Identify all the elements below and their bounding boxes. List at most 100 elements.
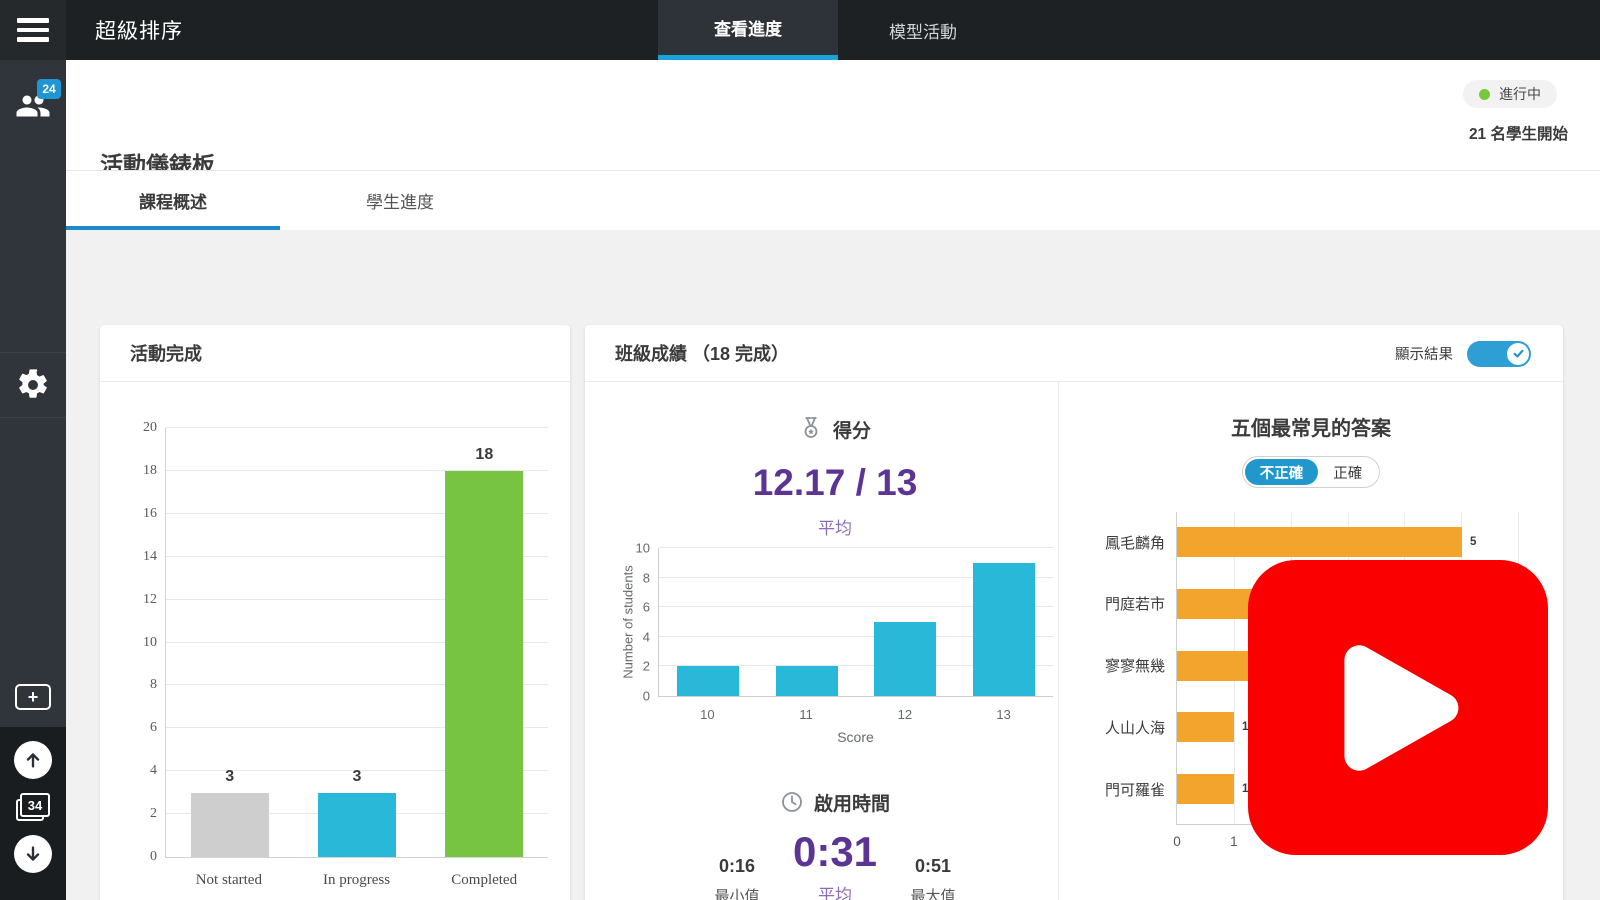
y-tick-label: 18 xyxy=(143,462,157,478)
add-section: + xyxy=(0,684,66,710)
chart-x-labels: Not started In progress Completed xyxy=(165,872,548,889)
time-heading: 啟用時間 xyxy=(640,789,1030,815)
answer-category-label: 門庭若市 xyxy=(1104,596,1165,614)
activity-title: 超級排序 xyxy=(95,20,183,43)
gear-icon xyxy=(16,368,50,402)
bars-group: 鳳毛麟角5門庭若市2寥寥無幾人山人海1門可羅雀1 xyxy=(1105,527,1578,804)
topbar-tab-view-progress[interactable]: 查看進度 xyxy=(658,0,838,60)
y-tick-label: 8 xyxy=(150,677,157,693)
y-tick-label: 6 xyxy=(642,599,650,615)
plus-icon: + xyxy=(27,687,39,707)
y-tick-label: 2 xyxy=(150,806,157,822)
video-play-overlay[interactable] xyxy=(1248,560,1548,855)
x-category-label: 13 xyxy=(996,707,1011,722)
slide-counter-button[interactable]: 34 xyxy=(16,793,50,821)
bars-group: 3 3 18 xyxy=(166,428,548,857)
roster-button[interactable]: 24 xyxy=(0,78,66,134)
bar-11 xyxy=(775,666,838,696)
topbar-tab-model-activity[interactable]: 模型活動 xyxy=(889,22,957,42)
bar-13 xyxy=(972,562,1035,696)
clock-icon xyxy=(780,790,804,814)
time-max: 0:51 最大值 xyxy=(910,856,956,900)
y-tick-label: 0 xyxy=(150,849,157,864)
bar-鳳毛麟角 xyxy=(1177,527,1462,557)
show-results-toggle[interactable] xyxy=(1467,340,1531,367)
y-axis-label: Number of students xyxy=(620,565,636,679)
answer-row: 鳳毛麟角 5 xyxy=(1105,527,1578,557)
time-stats-row: 0:16 最小值 0:31 平均 0:51 最大值 xyxy=(640,831,1030,900)
y-tick-label: 6 xyxy=(150,720,157,736)
dashboard-tabs: 課程概述 學生進度 xyxy=(62,170,1600,230)
gridline xyxy=(166,641,548,643)
bar-value-label: 1 xyxy=(1242,783,1249,795)
status-dot-icon xyxy=(1479,88,1490,100)
y-tick-label: 2 xyxy=(642,658,650,674)
x-category-label: Not started xyxy=(195,872,262,888)
y-tick-label: 14 xyxy=(143,548,157,564)
time-block: 啟用時間 0:16 最小值 0:31 平均 xyxy=(640,755,1030,900)
y-tick-label: 4 xyxy=(150,763,157,779)
chart-plot-area: 0 2 4 6 8 10 xyxy=(636,542,1053,703)
people-icon: 24 xyxy=(15,79,61,121)
check-icon xyxy=(1513,349,1523,358)
completion-card-title: 活動完成 xyxy=(130,344,202,364)
main-area: 活動儀錶板 進行中 21 名學生開始 課程概述 學生進度 活動完成 0 2 4 6 8 1… xyxy=(62,60,1600,900)
y-tick-label: 0 xyxy=(642,688,650,704)
activity-completion-card: 活動完成 0 2 4 6 8 10 12 14 16 18 20 3 3 18 Not started In… xyxy=(100,325,570,900)
x-category-label: In progress xyxy=(322,872,391,888)
bar-slot: 3 xyxy=(166,428,293,857)
average-score-caption: 平均 xyxy=(818,518,852,538)
bar-12 xyxy=(874,622,937,696)
bar-value-label: 1 xyxy=(1242,721,1249,734)
arrow-down-icon xyxy=(22,843,44,865)
gridline xyxy=(166,512,548,514)
y-tick-label: 20 xyxy=(143,420,157,435)
x-tick-label: 0 xyxy=(1173,834,1181,849)
y-tick-label: 4 xyxy=(642,629,650,645)
hamburger-icon xyxy=(17,18,49,23)
tab-class-overview[interactable]: 課程概述 xyxy=(139,193,207,212)
average-score-value: 12.17 / 13 xyxy=(752,462,918,503)
add-button[interactable]: + xyxy=(15,684,51,710)
bar-value-label: 3 xyxy=(352,767,362,785)
answer-category-label: 人山人海 xyxy=(1104,719,1165,737)
y-tick-label: 10 xyxy=(635,540,650,556)
answer-row: 人山人海 1 xyxy=(1105,712,1578,743)
filter-incorrect-button[interactable]: 不正確 xyxy=(1244,459,1319,485)
hamburger-menu-button[interactable] xyxy=(0,0,66,60)
tab-student-progress[interactable]: 學生進度 xyxy=(366,193,434,212)
next-slide-button[interactable] xyxy=(14,835,52,873)
answer-row: 門可羅雀 1 xyxy=(1105,774,1578,804)
settings-button[interactable] xyxy=(16,368,50,402)
gridline xyxy=(166,427,548,428)
bar-value-label: 3 xyxy=(225,767,235,785)
show-results-label: 顯示結果 xyxy=(1395,347,1453,363)
bar-slot: 3 xyxy=(293,428,420,857)
gridline xyxy=(166,770,548,772)
roster-badge: 24 xyxy=(37,79,61,99)
gridline xyxy=(166,684,548,686)
x-category-label: 12 xyxy=(897,707,913,722)
time-average: 0:31 平均 xyxy=(792,828,878,900)
gridline xyxy=(659,606,1053,608)
gridline xyxy=(166,555,548,557)
bar-slot xyxy=(856,548,955,696)
filter-correct-button[interactable]: 正確 xyxy=(1318,459,1377,485)
time-min: 0:16 最小值 xyxy=(714,856,760,900)
content-area: 活動完成 0 2 4 6 8 10 12 14 16 18 20 3 3 18 Not started In… xyxy=(66,230,1600,900)
sidebar: 24 + 34 xyxy=(0,60,66,900)
score-distribution-chart: Number of students 0 2 4 6 8 10 10 11 12 13 Scor… xyxy=(585,382,1058,900)
answer-category-label: 門可羅雀 xyxy=(1104,781,1165,799)
x-axis-label: Score xyxy=(837,729,874,745)
toggle-knob xyxy=(1507,342,1529,365)
gridline xyxy=(166,727,548,729)
answers-title: 五個最常見的答案 xyxy=(1231,418,1391,440)
previous-slide-button[interactable] xyxy=(14,741,52,779)
status-badge: 進行中 xyxy=(1463,80,1557,108)
gridline xyxy=(659,547,1053,548)
medal-icon xyxy=(799,416,823,442)
y-tick-label: 10 xyxy=(143,634,157,650)
topbar: 超級排序 查看進度 模型活動 xyxy=(0,0,1600,60)
